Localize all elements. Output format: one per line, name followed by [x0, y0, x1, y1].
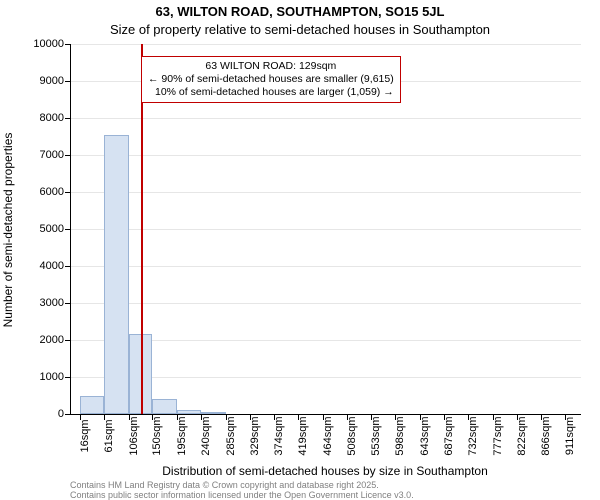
x-tick-label: 732sqm — [467, 416, 479, 455]
x-tick-label: 374sqm — [273, 416, 285, 455]
y-axis-label: Number of semi-detached properties — [1, 133, 15, 328]
x-tick-label: 464sqm — [322, 416, 334, 455]
x-tick-label: 687sqm — [443, 416, 455, 455]
y-tick-label: 10000 — [20, 38, 64, 50]
histogram-bar — [201, 412, 225, 414]
x-tick-label: 16sqm — [79, 419, 91, 452]
x-tick-label: 329sqm — [249, 416, 261, 455]
annotation-line-smaller: ← 90% of semi-detached houses are smalle… — [148, 73, 394, 86]
annotation-box: 63 WILTON ROAD: 129sqm← 90% of semi-deta… — [141, 56, 401, 103]
x-tick-label: 61sqm — [103, 419, 115, 452]
gridline — [71, 118, 581, 119]
y-tick-label: 2000 — [20, 334, 64, 346]
chart-subtitle: Size of property relative to semi-detach… — [0, 22, 600, 37]
y-tick-label: 4000 — [20, 260, 64, 272]
annotation-title: 63 WILTON ROAD: 129sqm — [148, 60, 394, 73]
y-tick — [65, 266, 71, 267]
y-tick — [65, 414, 71, 415]
y-tick-label: 5000 — [20, 223, 64, 235]
histogram-bar — [80, 396, 104, 415]
x-tick-label: 419sqm — [297, 416, 309, 455]
annotation-line-larger: 10% of semi-detached houses are larger (… — [148, 86, 394, 99]
x-tick-label: 598sqm — [394, 416, 406, 455]
gridline — [71, 266, 581, 267]
x-tick-label: 150sqm — [151, 416, 163, 455]
y-tick-label: 7000 — [20, 149, 64, 161]
gridline — [71, 155, 581, 156]
histogram-bar — [152, 399, 176, 414]
x-tick-label: 911sqm — [564, 417, 576, 455]
y-tick — [65, 340, 71, 341]
gridline — [71, 303, 581, 304]
y-tick-label: 9000 — [20, 75, 64, 87]
y-tick — [65, 44, 71, 45]
y-tick — [65, 303, 71, 304]
footer-line-1: Contains HM Land Registry data © Crown c… — [70, 480, 379, 490]
x-tick-label: 285sqm — [225, 416, 237, 455]
y-tick — [65, 192, 71, 193]
y-tick — [65, 155, 71, 156]
x-tick-label: 866sqm — [540, 416, 552, 455]
y-tick-label: 0 — [20, 408, 64, 420]
chart-container: 63, WILTON ROAD, SOUTHAMPTON, SO15 5JL S… — [0, 0, 600, 500]
y-tick-label: 3000 — [20, 297, 64, 309]
x-tick-label: 195sqm — [176, 416, 188, 455]
gridline — [71, 44, 581, 45]
gridline — [71, 192, 581, 193]
y-tick-label: 8000 — [20, 112, 64, 124]
chart-title: 63, WILTON ROAD, SOUTHAMPTON, SO15 5JL — [0, 4, 600, 19]
histogram-bar — [104, 135, 128, 414]
gridline — [71, 229, 581, 230]
y-tick — [65, 377, 71, 378]
x-tick-label: 822sqm — [516, 416, 528, 455]
y-tick — [65, 81, 71, 82]
y-tick — [65, 229, 71, 230]
y-tick-label: 1000 — [20, 371, 64, 383]
y-tick-label: 6000 — [20, 186, 64, 198]
x-tick-label: 777sqm — [492, 416, 504, 455]
y-tick — [65, 118, 71, 119]
footer-line-2: Contains public sector information licen… — [70, 490, 414, 500]
x-tick-label: 553sqm — [370, 416, 382, 455]
x-tick-label: 508sqm — [346, 416, 358, 455]
plot-area: 63 WILTON ROAD: 129sqm← 90% of semi-deta… — [70, 44, 581, 415]
x-tick-label: 106sqm — [128, 416, 140, 455]
x-axis-label: Distribution of semi-detached houses by … — [70, 464, 580, 478]
x-tick-label: 240sqm — [200, 416, 212, 455]
histogram-bar — [177, 410, 201, 414]
x-tick-label: 643sqm — [419, 416, 431, 455]
